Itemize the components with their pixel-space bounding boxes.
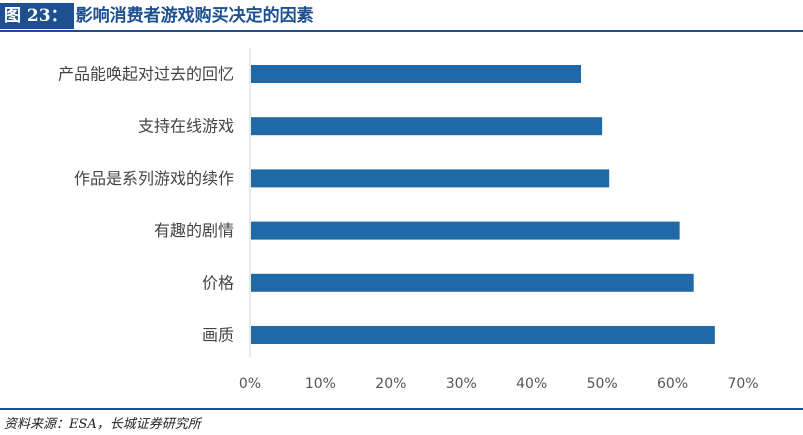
tick-labels: 0% 10% 20% 30% 40% 50% 60% 70% xyxy=(239,376,759,392)
footer-rule xyxy=(0,408,803,410)
figure-title: 影响消费者游戏购买决定的因素 xyxy=(75,6,314,26)
bar xyxy=(251,326,715,344)
x-tick-label: 20% xyxy=(375,376,406,392)
category-label: 价格 xyxy=(202,273,234,292)
figure-header: 图 23： 影响消费者游戏购买决定的因素 xyxy=(0,2,803,30)
category-label: 产品能唤起对过去的回忆 xyxy=(58,65,234,84)
bar xyxy=(251,117,603,136)
source-note: 资料来源：ESA，长城证券研究所 xyxy=(4,417,201,432)
figure-label: 图 23： xyxy=(0,3,74,29)
x-tick-label: 0% xyxy=(239,376,261,392)
x-tick-label: 60% xyxy=(657,376,688,392)
x-tick-label: 10% xyxy=(305,376,336,392)
bar xyxy=(251,273,694,292)
category-label: 支持在线游戏 xyxy=(138,117,234,136)
bar xyxy=(251,169,610,188)
header-rule xyxy=(0,30,803,32)
bars-layer xyxy=(251,65,715,344)
bar xyxy=(251,65,582,83)
x-tick-label: 40% xyxy=(516,376,547,392)
bar xyxy=(251,221,680,240)
category-label: 作品是系列游戏的续作 xyxy=(74,169,234,188)
x-tick-label: 70% xyxy=(727,376,758,392)
x-tick-label: 30% xyxy=(446,376,477,392)
x-tick-label: 50% xyxy=(587,376,618,392)
category-label: 画质 xyxy=(202,326,234,345)
category-label: 有趣的剧情 xyxy=(154,221,234,240)
